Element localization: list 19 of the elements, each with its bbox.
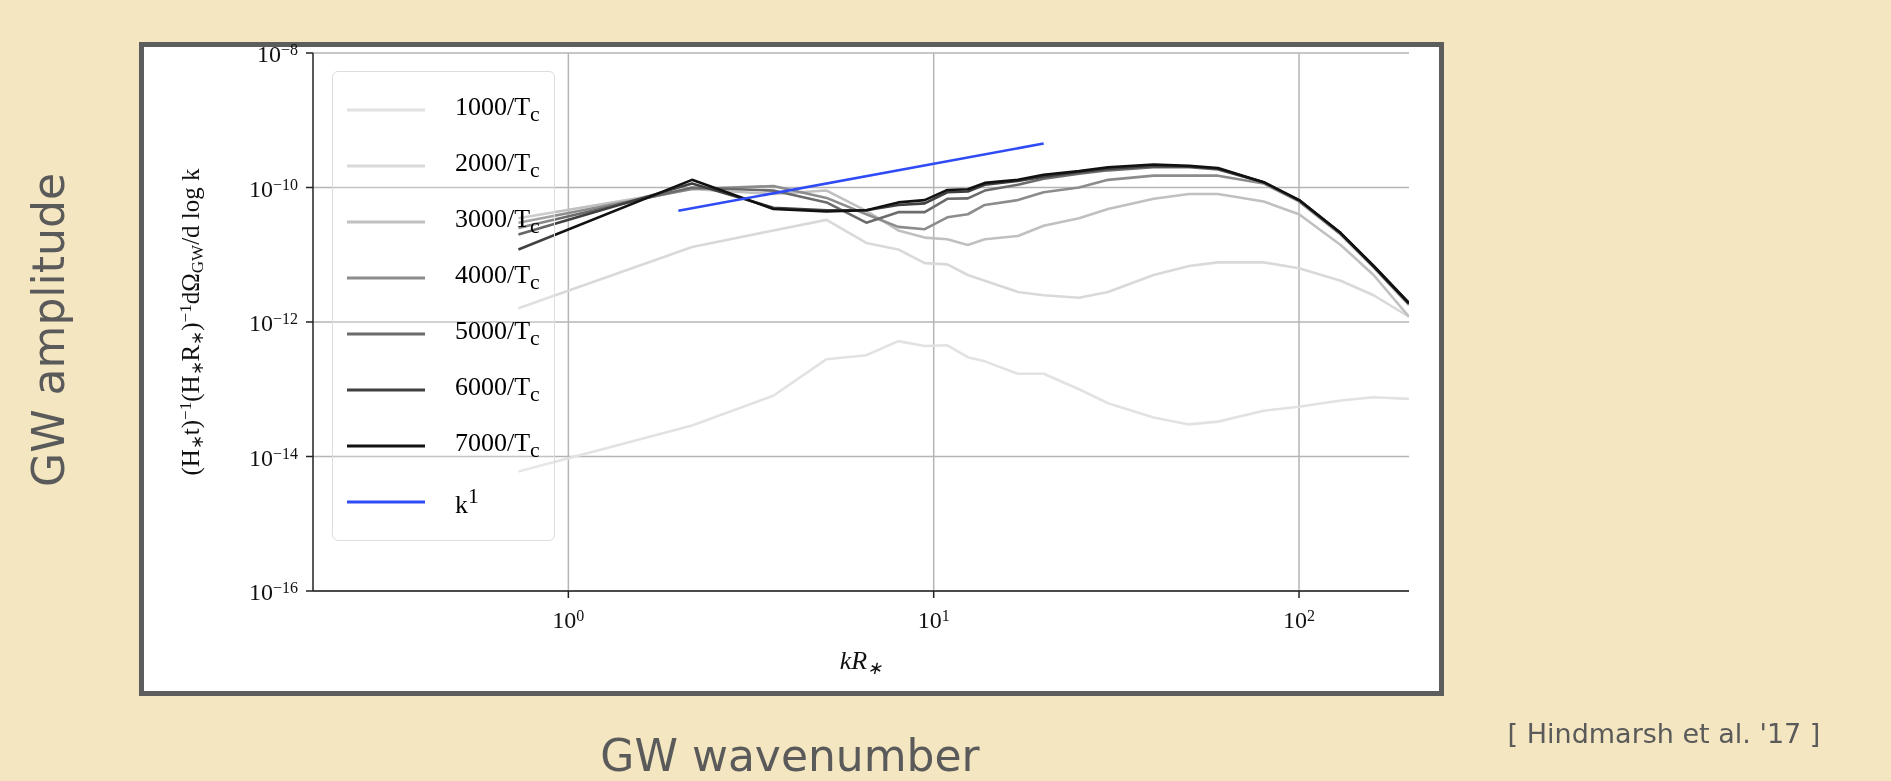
legend-label: 1000/T$_{c}$ (455, 92, 540, 128)
legend-label: 3000/T$_{c}$ (455, 204, 540, 240)
legend-label: 6000/T$_{c}$ (455, 372, 540, 408)
legend-label: 5000/T$_{c}$ (455, 316, 540, 352)
legend-label: 7000/T$_{c}$ (455, 428, 540, 464)
x-tick-label: 10$^{1}$ (917, 606, 950, 633)
legend-label: k$^{1}$ (455, 484, 479, 520)
x-axis-title: kR$_{∗}$ (839, 646, 883, 678)
legend-label: 4000/T$_{c}$ (455, 260, 540, 296)
y-tick-label: 10$^{−14}$ (248, 444, 298, 471)
text: [ Hindmarsh et al. '17 ] (1507, 717, 1821, 749)
y-tick-label: 10$^{−10}$ (248, 175, 298, 202)
text: GW wavenumber (600, 729, 980, 781)
x-tick-label: 10$^{2}$ (1283, 606, 1316, 633)
x-tick-label: 10$^{0}$ (552, 606, 585, 633)
y-tick-label: 10$^{−16}$ (248, 578, 298, 605)
legend-label: 2000/T$_{c}$ (455, 148, 540, 184)
text: GW amplitude (22, 173, 74, 487)
y-tick-label: 10$^{−12}$ (248, 309, 298, 336)
